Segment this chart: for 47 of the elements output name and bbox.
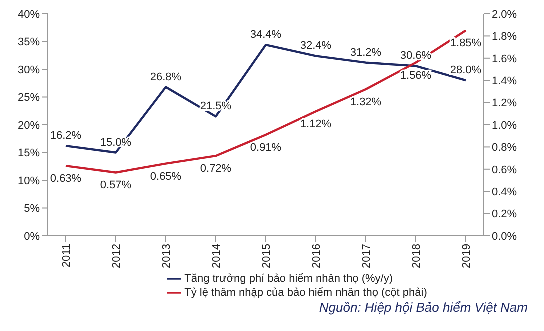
data-label: 1.12% [300, 118, 332, 131]
data-label: 0.91% [250, 142, 282, 154]
data-label: 1.56% [400, 70, 432, 82]
y2-tick-label: 0.0% [492, 230, 518, 243]
data-label: 0.57% [100, 180, 132, 192]
y2-tick-label: 0.6% [492, 164, 518, 176]
y-tick-label: 0% [24, 230, 40, 243]
y-tick-label: 40% [18, 8, 40, 21]
data-label: 0.65% [150, 170, 182, 183]
y2-tick-label: 1.0% [492, 120, 518, 132]
y-tick-label: 20% [18, 120, 40, 132]
y2-tick-label: 0.4% [492, 186, 518, 199]
x-tick-label: 2016 [310, 244, 323, 268]
data-label: 1.85% [450, 38, 482, 50]
x-tick-label: 2015 [260, 244, 273, 268]
x-tick-label: 2011 [60, 244, 73, 268]
x-tick-label: 2013 [160, 244, 173, 268]
data-label: 16.2% [50, 130, 82, 142]
y2-tick-label: 0.2% [492, 208, 518, 221]
data-label: 28.0% [450, 64, 482, 77]
data-label: 31.2% [350, 46, 382, 59]
y-tick-label: 30% [18, 64, 40, 76]
x-tick-label: 2019 [460, 244, 473, 268]
y-tick-label: 10% [18, 175, 40, 188]
y-tick-label: 35% [18, 36, 40, 49]
y2-tick-label: 1.4% [492, 76, 518, 88]
y-tick-label: 15% [18, 148, 40, 160]
y2-tick-label: 0.8% [492, 142, 518, 154]
y2-tick-label: 1.8% [492, 31, 518, 44]
text: Nguồn: Hiệp hội Bảo hiểm Việt Nam [318, 300, 529, 315]
data-label: 32.4% [300, 40, 332, 52]
x-tick-label: 2012 [110, 244, 123, 268]
y-tick-label: 5% [24, 203, 40, 216]
legend-label: Tỷ lệ thâm nhập của bảo hiểm nhân thọ (cột phải) [184, 286, 428, 299]
data-label: 0.72% [200, 163, 232, 176]
x-tick-label: 2018 [410, 244, 423, 268]
x-tick-label: 2014 [210, 244, 223, 268]
data-label: 1.32% [350, 96, 382, 108]
data-label: 34.4% [250, 29, 282, 42]
y-tick-label: 25% [18, 92, 40, 104]
y2-tick-label: 2.0% [492, 8, 518, 21]
data-label: 26.8% [150, 71, 182, 84]
y2-tick-label: 1.2% [492, 98, 518, 110]
x-tick-label: 2017 [360, 244, 373, 268]
y2-tick-label: 1.6% [492, 53, 518, 66]
data-label: 0.63% [50, 173, 82, 186]
legend-label: Tăng trưởng phí bảo hiểm nhân thọ (%y/y) [184, 272, 394, 285]
